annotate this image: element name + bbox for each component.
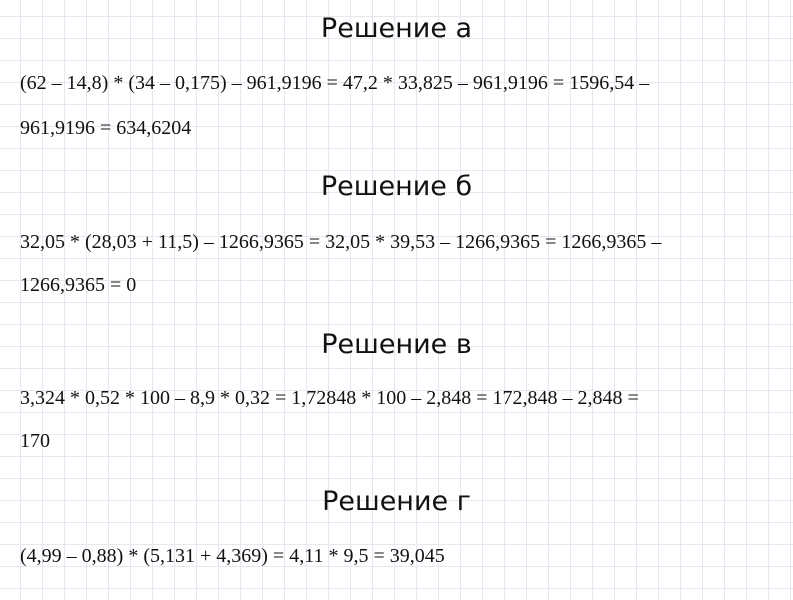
section-heading: Решение г	[322, 486, 471, 517]
solution-line: 1266,9365 = 0	[20, 274, 137, 296]
section-heading: Решение а	[320, 13, 473, 44]
solution-line: 961,9196 = 634,6204	[20, 117, 192, 139]
solution-line: (4,99 – 0,88) * (5,131 + 4,369) = 4,11 *…	[20, 545, 445, 567]
solution-line: (62 – 14,8) * (34 – 0,175) – 961,9196 = …	[20, 72, 650, 94]
solution-line: 170	[20, 430, 50, 452]
solution-line: 32,05 * (28,03 + 11,5) – 1266,9365 = 32,…	[20, 231, 662, 253]
section-heading: Решение б	[320, 171, 473, 202]
section-heading: Решение в	[321, 329, 472, 360]
solution-line: 3,324 * 0,52 * 100 – 8,9 * 0,32 = 1,7284…	[20, 387, 639, 409]
